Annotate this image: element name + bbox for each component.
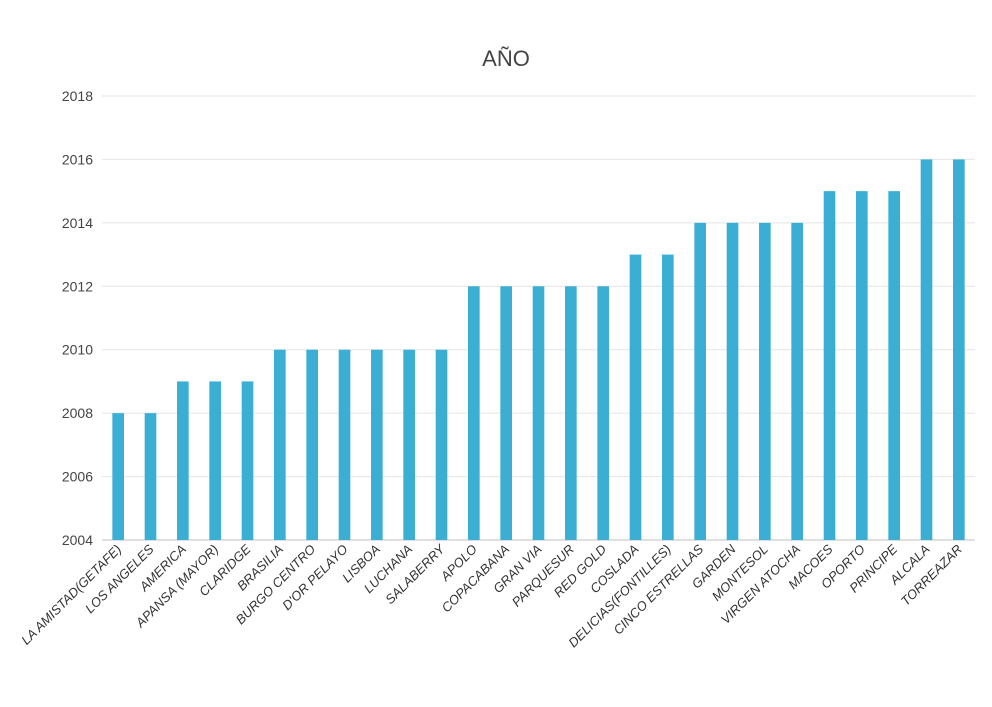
bar <box>468 286 480 540</box>
y-tick-label: 2010 <box>62 342 93 358</box>
chart-title: AÑO <box>482 46 530 71</box>
x-axis: LA AMISTAD(GETAFE)LOS ANGELESAMERICAAPAN… <box>18 541 965 651</box>
bar <box>306 349 318 540</box>
bar <box>371 349 383 540</box>
bar <box>694 222 706 540</box>
bar <box>565 286 577 540</box>
bar <box>435 349 448 540</box>
bar <box>856 191 868 540</box>
bar <box>532 286 545 540</box>
bar <box>726 222 739 540</box>
bar <box>629 254 642 541</box>
y-tick-label: 2016 <box>62 151 93 167</box>
bar <box>403 349 415 540</box>
bar <box>953 159 965 540</box>
y-tick-label: 2018 <box>62 88 93 104</box>
bars <box>112 159 965 541</box>
bar <box>209 381 221 540</box>
bar <box>597 286 609 540</box>
bar <box>920 159 933 540</box>
y-tick-label: 2004 <box>62 532 93 548</box>
bar <box>500 286 512 540</box>
y-tick-label: 2012 <box>62 278 93 294</box>
bar <box>177 381 189 540</box>
y-tick-label: 2006 <box>62 469 93 485</box>
y-axis: 2004 2006 2008 2010 2012 2014 2016 2018 <box>62 88 93 548</box>
bar <box>823 191 836 540</box>
bar <box>888 191 900 540</box>
bar <box>759 222 771 540</box>
y-tick-label: 2014 <box>62 215 93 231</box>
bar <box>241 381 254 540</box>
y-tick-label: 2008 <box>62 405 93 421</box>
bar <box>112 413 124 540</box>
bar <box>662 254 674 541</box>
bar <box>144 413 157 540</box>
bar <box>791 222 803 540</box>
bar <box>338 349 351 540</box>
bar <box>274 349 286 540</box>
